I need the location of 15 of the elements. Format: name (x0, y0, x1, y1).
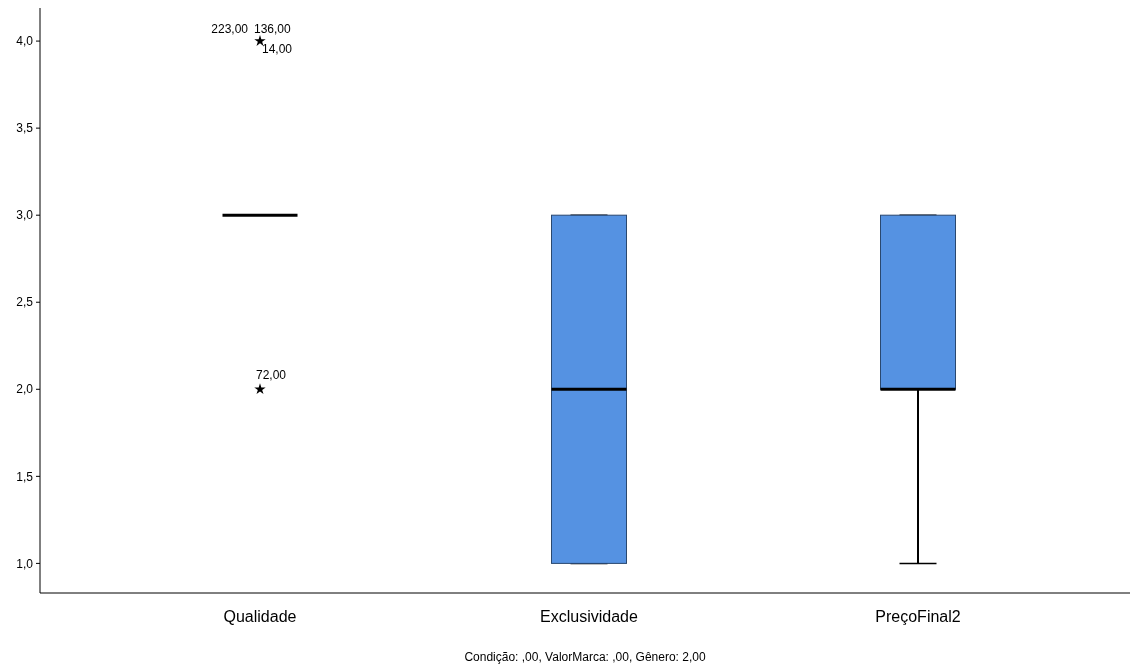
annotation: 223,00 (211, 22, 249, 37)
annotation: 72,00 (256, 368, 287, 383)
y-tick-label: 2,0 (16, 382, 34, 397)
y-tick-label: 3,0 (16, 208, 34, 223)
y-tick-label: 4,0 (16, 34, 34, 49)
y-tick-label: 3,5 (16, 121, 34, 136)
annotation: 136,00 (254, 22, 292, 37)
x-tick-label: Exclusividade (540, 608, 639, 625)
y-tick-label: 1,5 (16, 469, 34, 484)
x-tick-label: Qualidade (223, 608, 297, 625)
x-tick-label: PreçoFinal2 (875, 608, 961, 625)
y-tick-label: 2,5 (16, 295, 34, 310)
annotation: 14,00 (262, 42, 293, 57)
text: Condição: ,00, ValorMarca: ,00, Gênero: 2,00 (464, 650, 706, 664)
y-tick-label: 1,0 (16, 556, 34, 571)
